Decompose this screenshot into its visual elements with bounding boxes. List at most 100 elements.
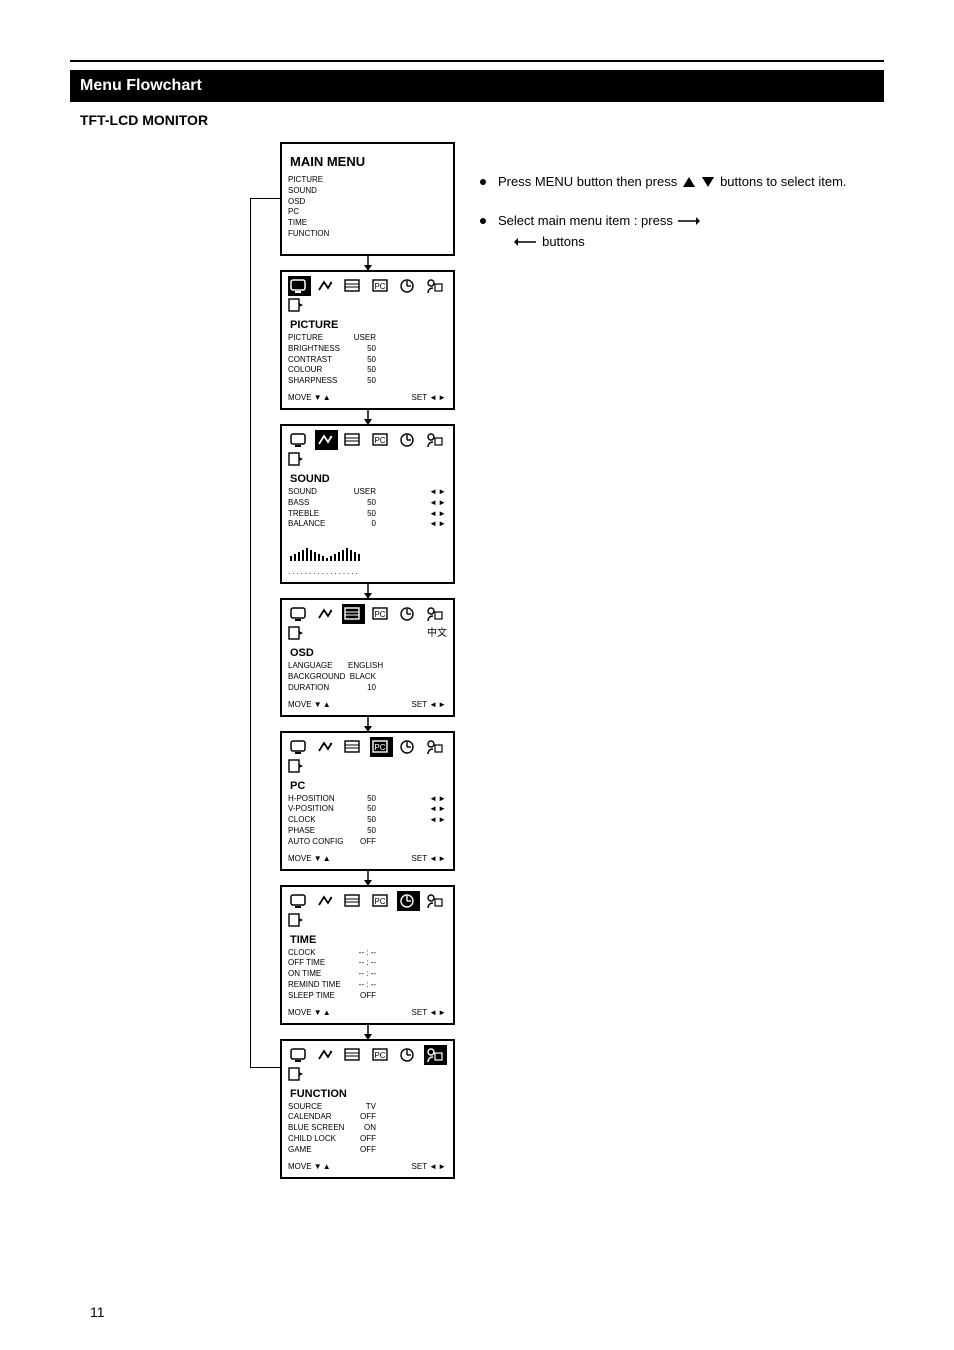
panel-footer-nav: MOVE ▼▲SET ◄► (288, 854, 447, 863)
dot-row: ................. (288, 567, 447, 576)
menu-category-icon (315, 891, 338, 911)
panel-title: MAIN MENU (290, 154, 447, 169)
svg-text:PC: PC (374, 610, 385, 619)
note1-post: buttons to select item. (720, 174, 846, 189)
menu-category-icon (342, 430, 365, 450)
menu-category-icon (397, 604, 420, 624)
menu-category-icon (315, 276, 338, 296)
panel-lines: PICTUREUSERBRIGHTNESS50CONTRAST50COLOUR5… (288, 333, 447, 387)
flow-arrow-down (280, 716, 455, 732)
menu-category-icon (288, 276, 311, 296)
panel-footer-nav: MOVE ▼▲SET ◄► (288, 1162, 447, 1171)
menu-category-icon (315, 430, 338, 450)
svg-text:PC: PC (374, 1051, 385, 1060)
panel-title: SOUND (290, 473, 447, 485)
panel-lines: CLOCK-- : --OFF TIME-- : --ON TIME-- : -… (288, 948, 447, 1002)
note2-pre: Select main menu item : press (498, 213, 676, 228)
panel-lines: LANGUAGEENGLISHBACKGROUNDBLACKDURATION10 (288, 661, 447, 693)
panel-sub-icon (288, 298, 447, 317)
right-arrow-icon (678, 211, 700, 232)
flow-arrow-down (280, 409, 455, 425)
panel-title: PC (290, 780, 447, 792)
panel-title: TIME (290, 934, 447, 946)
menu-category-icon (342, 604, 365, 624)
menu-category-icon: PC (370, 737, 393, 757)
exit-icon (288, 298, 304, 312)
down-triangle-icon (702, 177, 714, 187)
panel-corner-label: 中文 (427, 624, 447, 639)
menu-category-icon (288, 737, 311, 757)
osd-panel: 中文 PC OSD LANGUAGEENGLISHBACKGROUNDBLACKDUR… (280, 598, 455, 716)
menu-category-icon (424, 891, 447, 911)
flow-arrow-down (280, 1024, 455, 1040)
menu-category-icon (315, 737, 338, 757)
menu-category-icon (315, 1045, 338, 1065)
menu-category-icon (397, 737, 420, 757)
menu-category-icon (288, 1045, 311, 1065)
menu-category-icon: PC (370, 276, 393, 296)
menu-category-icon: PC (370, 430, 393, 450)
panel-lines: PICTURESOUNDOSDPCTIMEFUNCTION (288, 175, 447, 240)
menu-category-icon: PC (370, 891, 393, 911)
panel-icon-row: PC (288, 737, 447, 757)
panel-sub-icon (288, 1067, 447, 1086)
panel-icon-row: PC (288, 276, 447, 296)
panel-lines: SOURCETVCALENDAROFFBLUE SCREENONCHILD LO… (288, 1102, 447, 1156)
menu-category-icon (288, 430, 311, 450)
menu-category-icon (342, 737, 365, 757)
menu-category-icon (397, 430, 420, 450)
note2-post (498, 234, 509, 249)
exit-icon (288, 1067, 304, 1081)
panel-icon-row: PC (288, 891, 447, 911)
menu-category-icon (424, 430, 447, 450)
exit-icon (288, 759, 304, 773)
panel-footer-nav: MOVE ▼▲SET ◄► (288, 393, 447, 402)
menu-category-icon (288, 604, 311, 624)
osd-panel: PC SOUND SOUNDUSER◄►BASS50◄►TREBLE50◄►BALA… (280, 424, 455, 584)
panel-sub-icon (288, 913, 447, 932)
menu-category-icon (397, 1045, 420, 1065)
osd-panel: PC PICTURE PICTUREUSERBRIGHTNESS50CONTRAST… (280, 270, 455, 410)
panel-sub-icon (288, 759, 447, 778)
up-triangle-icon (683, 177, 695, 187)
menu-category-icon (342, 276, 365, 296)
menu-category-icon: PC (370, 604, 393, 624)
panel-icon-row: PC (288, 430, 447, 450)
instruction-notes: Press MENU button then press buttons to … (480, 172, 880, 271)
svg-text:PC: PC (374, 436, 385, 445)
panel-footer-nav: MOVE ▼▲SET ◄► (288, 1008, 447, 1017)
panel-footer-nav: MOVE ▼▲SET ◄► (288, 700, 447, 709)
flow-arrow-down (280, 583, 455, 599)
subheading: TFT-LCD MONITOR (80, 112, 884, 128)
menu-category-icon (424, 737, 447, 757)
equalizer-bars (290, 548, 447, 561)
panel-title: PICTURE (290, 319, 447, 331)
svg-text:PC: PC (374, 282, 385, 291)
svg-text:PC: PC (374, 743, 385, 752)
section-title: Menu Flowchart (70, 70, 884, 102)
menu-category-icon (342, 891, 365, 911)
menu-category-icon (397, 276, 420, 296)
panel-lines: SOUNDUSER◄►BASS50◄►TREBLE50◄►BALANCE0◄► (288, 487, 447, 530)
osd-panel: MAIN MENU PICTURESOUNDOSDPCTIMEFUNCTION (280, 142, 455, 256)
panel-sub-icon (288, 626, 447, 645)
menu-category-icon: PC (370, 1045, 393, 1065)
menu-category-icon (424, 276, 447, 296)
menu-category-icon (424, 604, 447, 624)
panel-icon-row: PC (288, 604, 447, 624)
panel-title: OSD (290, 647, 447, 659)
menu-category-icon (288, 891, 311, 911)
left-arrow-icon (514, 232, 536, 253)
osd-panel: PC TIME CLOCK-- : --OFF TIME-- : --ON TIME… (280, 885, 455, 1025)
panel-lines: H-POSITION50◄►V-POSITION50◄►CLOCK50◄►PHA… (288, 794, 447, 848)
flow-arrow-down (280, 870, 455, 886)
flow-arrow-down (280, 255, 455, 271)
menu-category-icon (315, 604, 338, 624)
flow-column: MAIN MENU PICTURESOUNDOSDPCTIMEFUNCTION PC… (280, 142, 455, 1179)
osd-panel: PC PC H-POSITION50◄►V-POSITION50◄►CLOCK50◄… (280, 731, 455, 871)
page-number: 11 (90, 1304, 105, 1320)
osd-panel: PCFUNCTIONSOURCETVCALENDAROFFBLUE SCREEN… (280, 1039, 455, 1179)
note2-post-text: buttons (542, 234, 585, 249)
exit-icon (288, 626, 304, 640)
panel-icon-row: PC (288, 1045, 447, 1065)
